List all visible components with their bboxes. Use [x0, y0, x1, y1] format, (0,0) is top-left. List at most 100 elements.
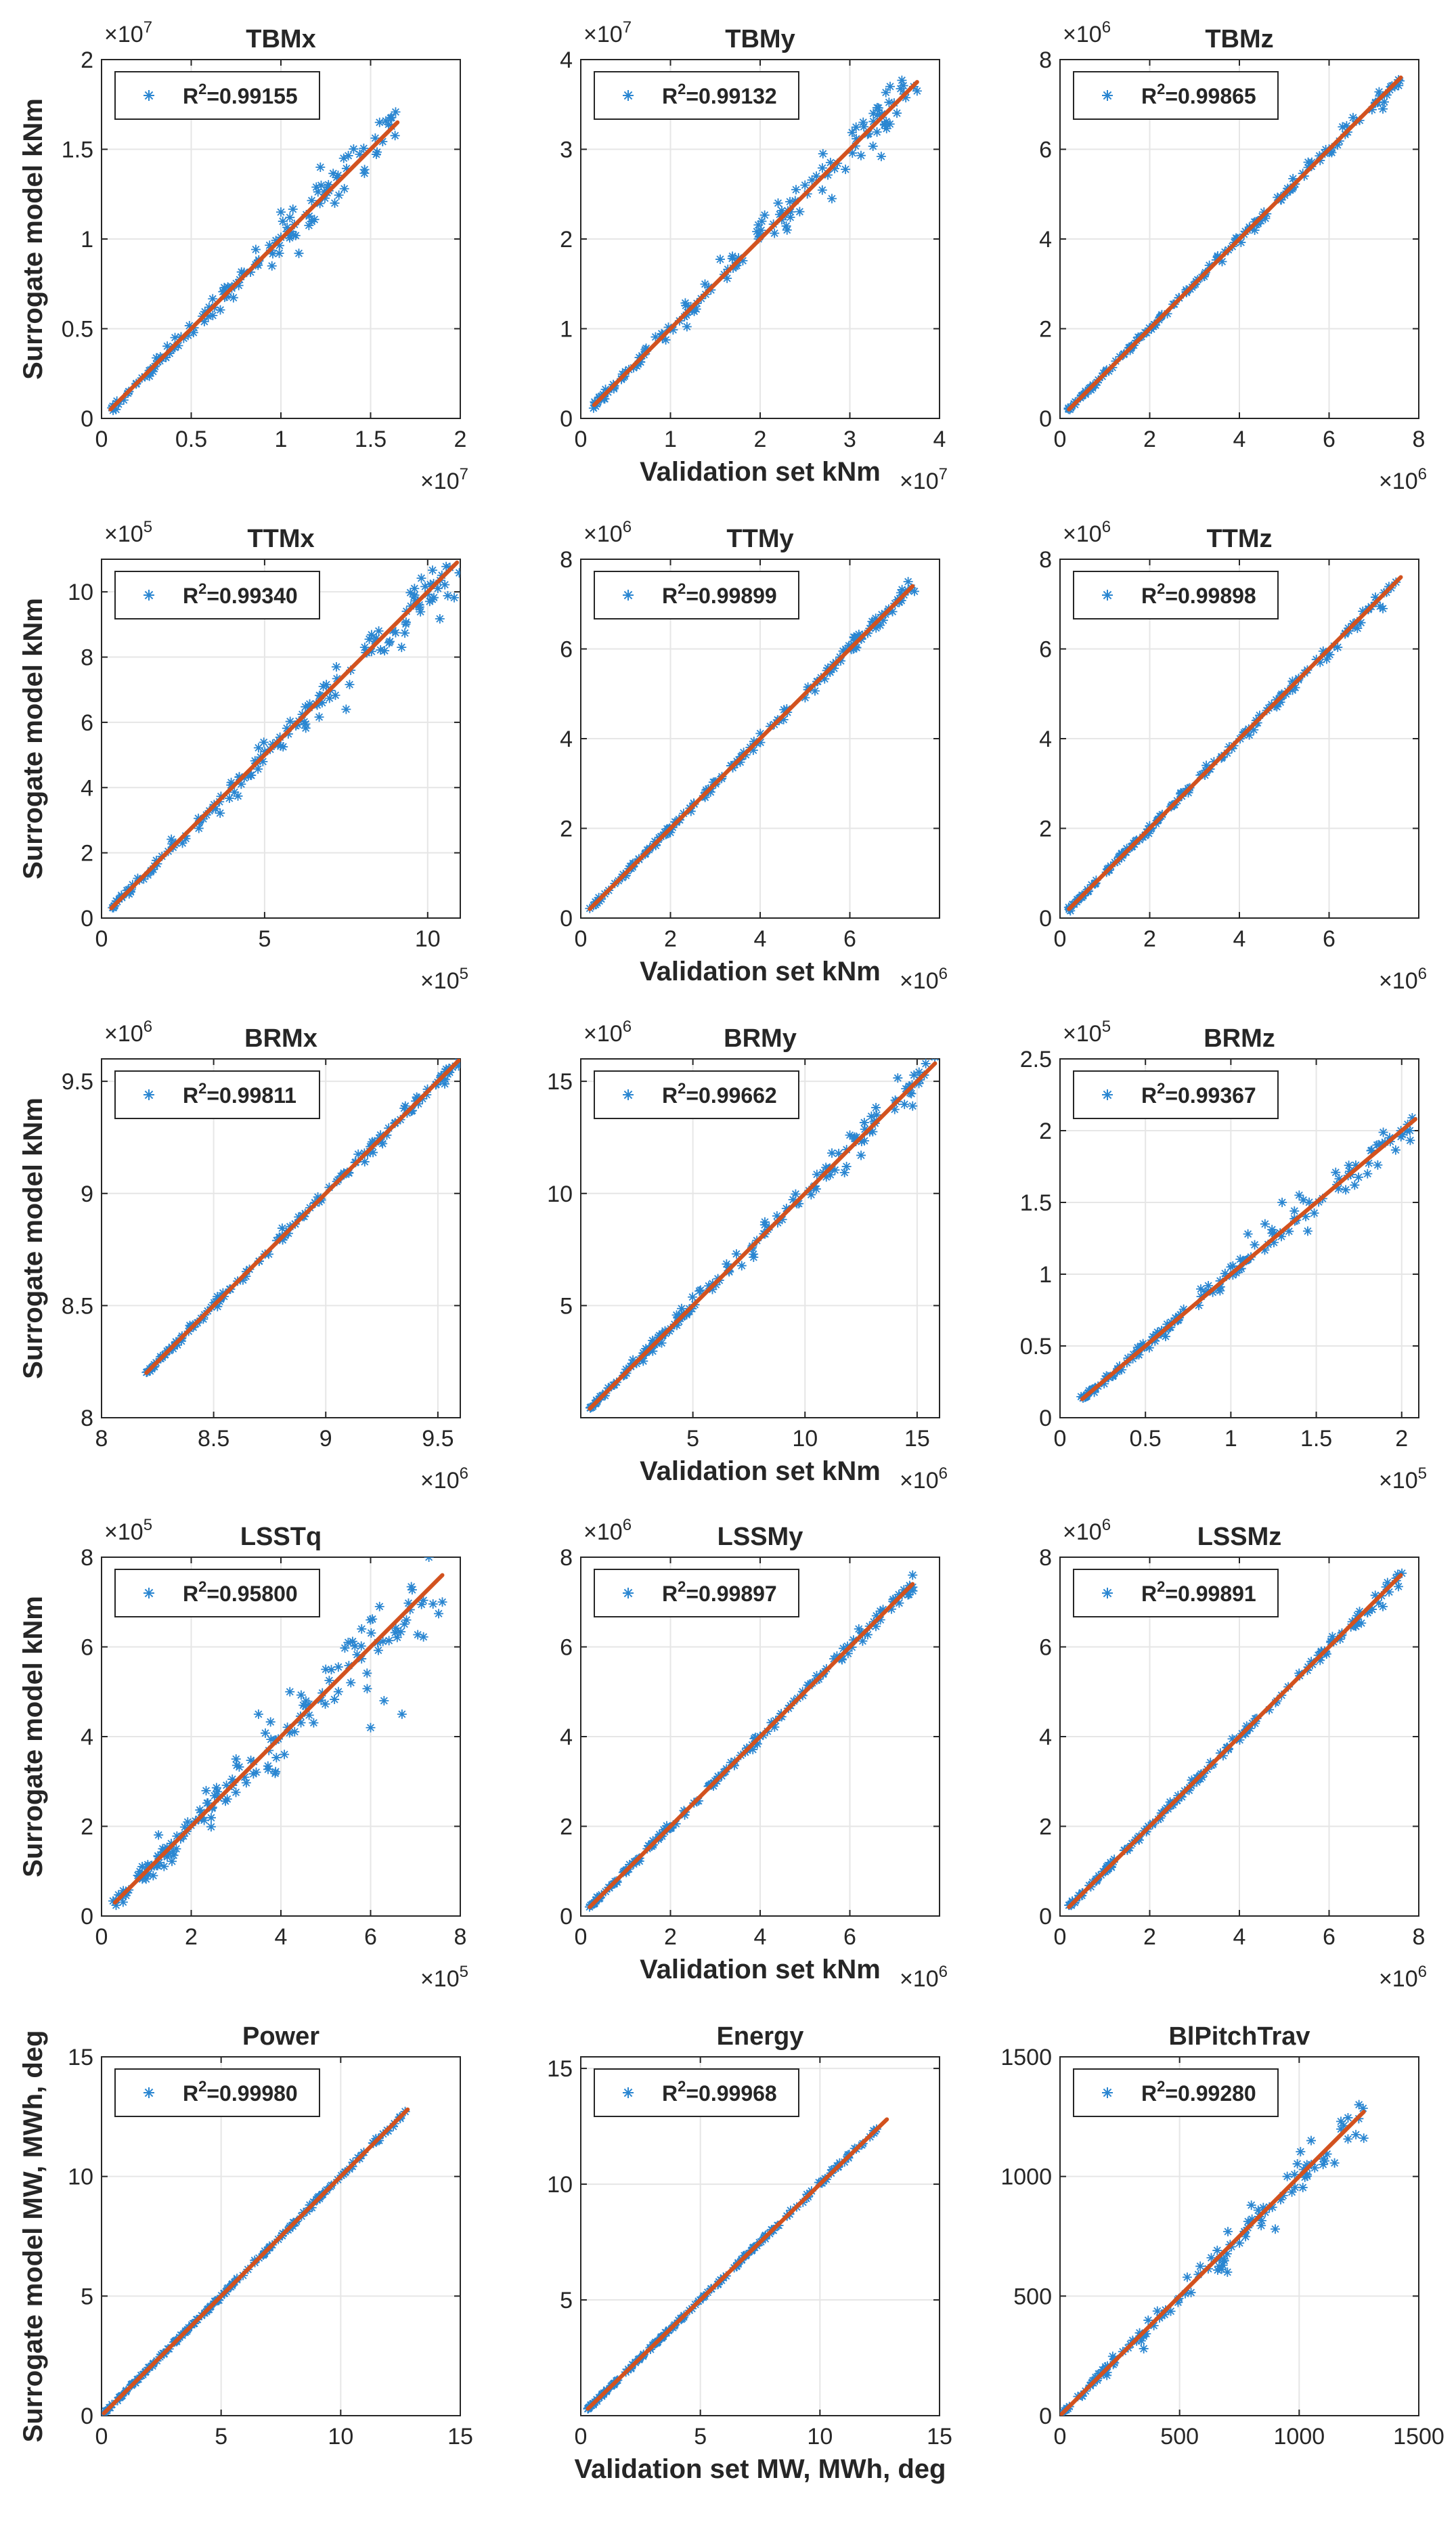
x-tick-label: 6: [1323, 926, 1336, 952]
data-point: [1099, 1378, 1109, 1389]
fit-line: [588, 1582, 915, 1909]
data-point: [1302, 1226, 1312, 1236]
data-point: [334, 190, 344, 200]
y-tick-label: 6: [81, 710, 93, 736]
data-point: [1359, 2133, 1369, 2144]
data-point: [1351, 1622, 1361, 1632]
data-point: [1235, 1735, 1245, 1745]
data-point: [231, 1760, 242, 1770]
data-point: [424, 596, 435, 607]
data-point: [770, 228, 780, 238]
data-point: [1287, 685, 1298, 695]
data-point: [241, 1271, 251, 1282]
data-point: [868, 141, 878, 151]
data-point: [239, 267, 249, 278]
data-point: [213, 1292, 223, 1302]
x-tick-label: 6: [364, 1924, 377, 1950]
data-point: [263, 1249, 273, 1259]
legend-marker: [144, 2087, 154, 2098]
data-point: [1193, 1301, 1204, 1311]
data-point: [1150, 1336, 1160, 1346]
x-tick-label: 0: [95, 926, 108, 952]
data-point: [1341, 1185, 1351, 1195]
data-point: [1322, 2149, 1332, 2159]
data-point: [326, 1665, 336, 1675]
data-point: [309, 215, 319, 225]
data-point: [1176, 788, 1186, 798]
data-point: [1306, 1657, 1317, 1667]
data-point: [231, 1754, 241, 1764]
data-point: [1166, 2306, 1176, 2316]
data-point: [406, 1106, 416, 1116]
y-tick-label: 4: [560, 726, 573, 752]
data-point: [931, 1059, 939, 1062]
x-tick-label: 3: [843, 427, 856, 452]
data-point: [1288, 173, 1298, 183]
data-point: [221, 1780, 231, 1790]
data-point: [226, 780, 236, 790]
axes-box: [101, 559, 461, 919]
data-point: [788, 1194, 798, 1204]
data-point: [906, 1089, 917, 1099]
x-axis-label: Validation set kNm: [640, 1955, 881, 1984]
data-point: [1350, 1180, 1360, 1190]
data-point: [260, 1728, 270, 1738]
data-point: [418, 1632, 428, 1642]
data-point: [410, 584, 420, 594]
data-point: [682, 1309, 692, 1320]
x-tick-label: 1: [275, 427, 288, 452]
data-point: [694, 1286, 705, 1296]
data-point: [1370, 592, 1380, 603]
data-point: [1405, 1135, 1415, 1146]
data-point: [1228, 1261, 1238, 1271]
data-point: [868, 108, 879, 118]
data-point: [416, 573, 426, 583]
chart-title: Power: [242, 2022, 319, 2051]
data-point: [137, 1874, 148, 1884]
data-point: [1282, 2171, 1292, 2181]
data-point: [884, 97, 894, 108]
data-point: [1294, 1190, 1304, 1200]
data-point: [749, 737, 759, 747]
data-point: [1152, 2306, 1162, 2316]
data-point: [782, 225, 792, 235]
data-point: [359, 168, 370, 178]
data-point: [827, 194, 837, 204]
x-tick-label: 5: [686, 1426, 699, 1452]
data-point: [1227, 1734, 1237, 1744]
x-axis-label: Validation set kNm: [640, 957, 881, 986]
data-point: [304, 1710, 314, 1720]
data-point: [137, 1862, 148, 1872]
chart-lsstq: 0 2 4 6 8 0 2 4 6 8 ×105 ×105 LSSTq Surrogate model k…: [18, 1516, 468, 1992]
data-point: [320, 1699, 330, 1709]
legend-marker: [623, 1588, 634, 1598]
data-point: [424, 1557, 434, 1562]
data-point: [839, 1167, 850, 1177]
data-point: [406, 1582, 416, 1592]
y-tick-label: 4: [1039, 726, 1052, 752]
y-tick-label: 8: [81, 1545, 93, 1571]
y-tick-label: 0: [1039, 406, 1052, 432]
data-point: [909, 586, 919, 596]
data-point: [271, 236, 281, 246]
data-point: [333, 1662, 343, 1672]
data-point: [371, 149, 381, 159]
data-point: [1162, 1319, 1172, 1329]
data-point: [314, 712, 324, 722]
data-point: [640, 345, 650, 355]
data-point: [1373, 1139, 1384, 1150]
data-point: [350, 1641, 360, 1651]
data-point: [229, 787, 240, 797]
data-point: [374, 626, 384, 636]
x-tick-label: 8: [454, 1924, 467, 1950]
x-exponent-label: ×105: [420, 965, 468, 994]
data-point: [390, 131, 400, 141]
data-point: [1218, 2254, 1229, 2264]
data-point: [854, 1624, 864, 1634]
data-point: [1258, 2202, 1269, 2213]
data-point: [384, 1636, 394, 1646]
data-point: [1138, 1339, 1148, 1349]
data-point: [648, 1346, 658, 1356]
data-point: [1269, 1238, 1279, 1248]
x-exponent-label: ×106: [1379, 965, 1427, 994]
